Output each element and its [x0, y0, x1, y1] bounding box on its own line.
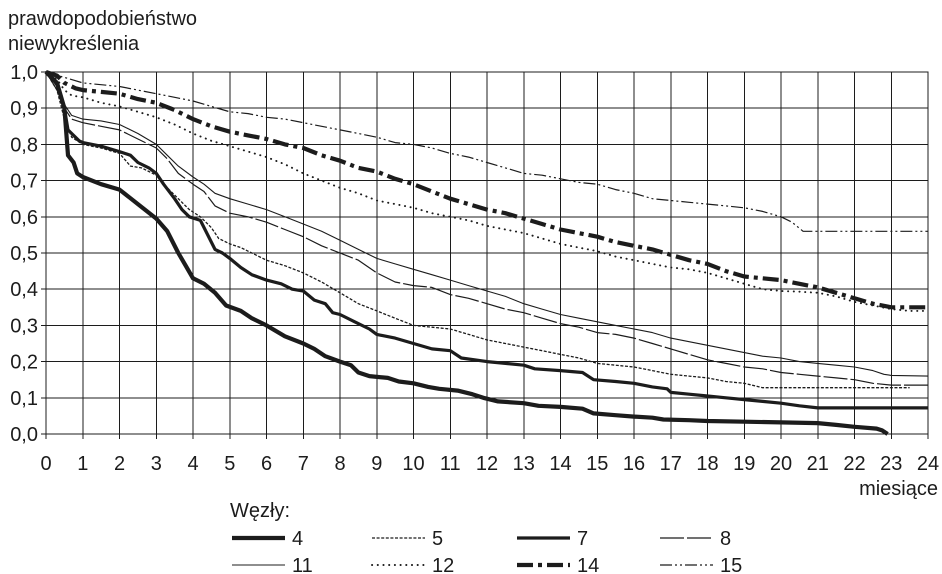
y-tick-label: 0,3: [10, 315, 38, 337]
x-tick-label: 9: [371, 453, 382, 475]
legend-item-12: 12: [371, 555, 454, 574]
legend-item-14: 14: [517, 555, 599, 574]
y-tick-label: 0,2: [10, 352, 38, 374]
x-tick-label: 8: [334, 453, 345, 475]
x-tick-label: 7: [298, 453, 309, 475]
series-line-15: [45, 71, 928, 232]
x-tick-label: 21: [807, 453, 829, 475]
y-tick-label: 0,7: [10, 171, 38, 193]
legend: Węzły: 4 5 7 8 11 12 14 15: [230, 500, 742, 574]
y-axis-label-line-1: prawdopodobieństwo: [8, 8, 197, 30]
x-tick-label: 20: [770, 453, 792, 475]
legend-label-5: 5: [432, 528, 443, 550]
series-line-4: [44, 70, 889, 436]
legend-label-14: 14: [577, 555, 599, 574]
x-tick-label: 3: [151, 453, 162, 475]
y-tick-label: 0,8: [10, 134, 38, 156]
y-tick-label: 0,4: [10, 279, 38, 301]
x-tick-label: 16: [623, 453, 645, 475]
legend-label-15: 15: [720, 555, 742, 574]
x-axis-label: miesiące: [859, 478, 938, 500]
legend-label-12: 12: [432, 555, 454, 574]
series-line-7: [44, 70, 928, 410]
legend-item-15: 15: [660, 555, 742, 574]
legend-label-7: 7: [577, 528, 588, 550]
y-tick-label: 0,1: [10, 388, 38, 410]
legend-label-4: 4: [292, 528, 303, 550]
y-axis-label-line-2: niewykreślenia: [8, 33, 140, 55]
y-tick-label: 0,9: [10, 98, 38, 120]
y-axis-tick-labels: 0,0 0,1 0,2 0,3 0,4 0,5 0,6 0,7 0,8 0,9 1,0: [10, 62, 38, 446]
x-tick-label: 0: [40, 453, 51, 475]
series-line-11: [45, 71, 929, 377]
y-tick-label: 0,6: [10, 207, 38, 229]
x-tick-label: 4: [187, 453, 198, 475]
legend-item-7: 7: [517, 528, 588, 550]
x-tick-label: 10: [402, 453, 424, 475]
grid: [41, 71, 929, 439]
legend-label-11: 11: [292, 555, 313, 574]
x-tick-label: 1: [77, 453, 88, 475]
x-tick-label: 13: [513, 453, 535, 475]
y-tick-label: 1,0: [10, 62, 38, 84]
legend-item-8: 8: [660, 528, 731, 550]
x-tick-label: 22: [843, 453, 865, 475]
plot-frame: [45, 71, 929, 435]
legend-title: Węzły:: [230, 500, 290, 522]
x-tick-label: 11: [440, 453, 461, 475]
x-tick-label: 17: [660, 453, 682, 475]
x-tick-label: 23: [880, 453, 902, 475]
legend-label-8: 8: [720, 528, 731, 550]
x-tick-label: 18: [696, 453, 718, 475]
x-axis-tick-labels: 0 1 2 3 4 5 6 7 8 9 10 11 12 13 14 15 16 17 18 19 20 21 22 23 24: [40, 453, 939, 475]
series-line-5: [45, 71, 910, 389]
x-tick-label: 2: [114, 453, 125, 475]
legend-item-4: 4: [232, 528, 303, 550]
x-tick-label: 5: [224, 453, 235, 475]
x-tick-label: 14: [549, 453, 571, 475]
x-tick-label: 6: [261, 453, 272, 475]
x-tick-label: 12: [476, 453, 498, 475]
series-group: [44, 70, 929, 436]
x-tick-label: 24: [917, 453, 939, 475]
x-tick-label: 15: [586, 453, 608, 475]
y-tick-label: 0,0: [10, 424, 38, 446]
series-line-8: [45, 71, 928, 386]
legend-item-5: 5: [372, 528, 443, 550]
x-tick-label: 19: [733, 453, 755, 475]
y-tick-label: 0,5: [10, 243, 38, 265]
legend-item-11: 11: [232, 555, 313, 574]
